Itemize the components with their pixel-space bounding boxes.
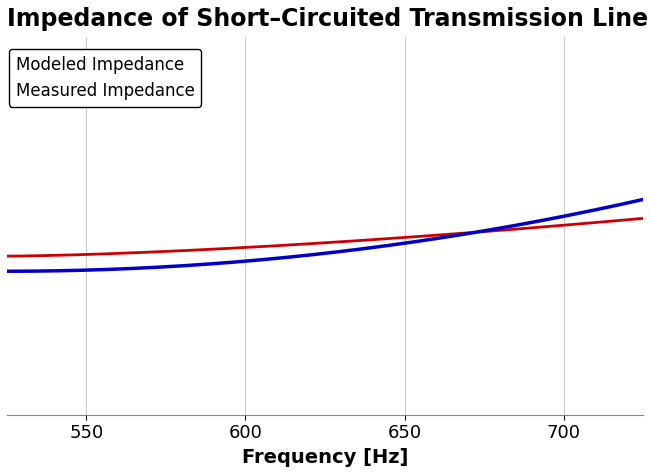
Modeled Impedance: [525, 225, 532, 231]
Modeled Impedance: [624, 217, 632, 223]
Legend: Modeled Impedance, Measured Impedance: Modeled Impedance, Measured Impedance: [9, 49, 201, 107]
Modeled Impedance: [347, 238, 355, 244]
X-axis label: Frequency [Hz]: Frequency [Hz]: [242, 448, 408, 467]
Measured Impedance: [382, 243, 389, 249]
Modeled Impedance: [309, 241, 317, 246]
Modeled Impedance: [382, 236, 389, 242]
Measured Impedance: [347, 247, 355, 253]
Measured Impedance: [309, 252, 317, 257]
Measured Impedance: [3, 268, 11, 274]
Measured Impedance: [305, 252, 313, 258]
Modeled Impedance: [639, 216, 647, 221]
Measured Impedance: [639, 197, 647, 202]
Text: Impedance of Short–Circuited Transmission Line: Impedance of Short–Circuited Transmissio…: [7, 7, 648, 31]
Modeled Impedance: [305, 241, 313, 246]
Line: Modeled Impedance: Modeled Impedance: [7, 219, 643, 256]
Line: Measured Impedance: Measured Impedance: [7, 200, 643, 271]
Measured Impedance: [525, 220, 532, 226]
Measured Impedance: [624, 200, 632, 206]
Modeled Impedance: [3, 253, 11, 259]
